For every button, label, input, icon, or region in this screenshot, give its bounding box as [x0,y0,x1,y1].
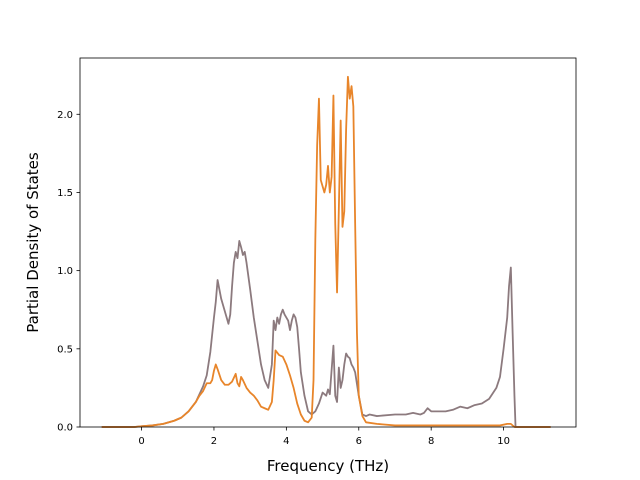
x-tick-label: 8 [428,436,434,447]
plot-frame [79,57,577,428]
y-tick-label: 1.0 [57,266,73,277]
x-tick-label: 2 [211,436,217,447]
series-line-2 [101,75,551,428]
x-tick-label: 10 [497,436,510,447]
x-axis-ticks: 0 2 4 6 8 10 [138,427,510,447]
x-tick-label: 4 [283,436,289,447]
series-line-1 [101,240,551,428]
series-layer [101,75,551,428]
y-tick-label: 0.5 [57,344,73,355]
y-tick-label: 0.0 [57,423,73,434]
y-tick-label: 2.0 [57,110,73,121]
y-axis-ticks: 0.0 0.5 1.0 1.5 2.0 [57,110,80,434]
y-axis-label: Partial Density of States [24,152,42,333]
x-tick-label: 0 [138,436,144,447]
x-axis-label: Frequency (THz) [267,457,389,475]
y-tick-label: 1.5 [57,188,73,199]
x-tick-label: 6 [356,436,362,447]
